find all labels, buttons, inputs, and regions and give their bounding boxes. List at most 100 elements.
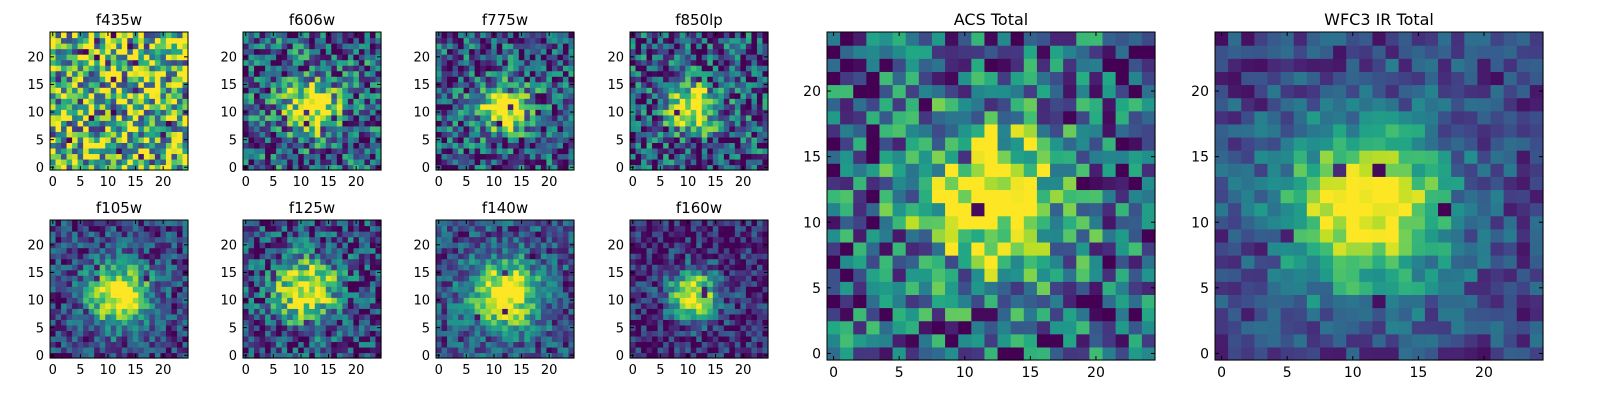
- heatmap-cell: [182, 264, 189, 271]
- heatmap-cell: [668, 109, 675, 116]
- y-tick-label: 10: [413, 294, 430, 309]
- heatmap-cell: [276, 330, 283, 337]
- heatmap-cell: [436, 231, 443, 238]
- heatmap-cell: [83, 54, 90, 61]
- y-tick-label: 10: [220, 294, 237, 309]
- heatmap-cell: [474, 125, 481, 132]
- heatmap-cell: [320, 330, 327, 337]
- heatmap-cell: [72, 247, 79, 254]
- heatmap-cell: [762, 158, 769, 166]
- axes-frame: [629, 31, 769, 171]
- heatmap-cell: [668, 48, 675, 55]
- heatmap-cell: [463, 65, 470, 72]
- heatmap-cell: [568, 142, 575, 149]
- heatmap-cell: [281, 125, 288, 132]
- heatmap-cell: [723, 54, 730, 61]
- heatmap-cell: [480, 247, 487, 254]
- heatmap-cell: [171, 158, 178, 166]
- heatmap-cell: [502, 142, 509, 149]
- heatmap-cell: [121, 236, 128, 243]
- heatmap-cell: [160, 131, 167, 138]
- heatmap-cell: [707, 59, 714, 66]
- heatmap-cell: [72, 37, 79, 44]
- heatmap-cell: [513, 103, 520, 110]
- heatmap-cell: [55, 158, 62, 166]
- heatmap-cell: [668, 147, 675, 155]
- heatmap-cell: [524, 231, 531, 238]
- heatmap-cell: [557, 335, 564, 343]
- heatmap-cell: [342, 286, 349, 293]
- heatmap-cell: [127, 286, 134, 293]
- y-tick-label: 10: [27, 106, 44, 121]
- heatmap-cell: [55, 302, 62, 309]
- heatmap-cell: [458, 286, 465, 293]
- heatmap-cell: [364, 92, 371, 99]
- heatmap-cell: [77, 131, 84, 138]
- heatmap-cell: [358, 352, 366, 359]
- heatmap-cell: [259, 308, 266, 315]
- heatmap-cell: [568, 70, 575, 77]
- heatmap-cell: [518, 291, 525, 298]
- heatmap-cell: [265, 32, 272, 39]
- heatmap-cell: [535, 286, 542, 293]
- heatmap-cell: [138, 54, 145, 61]
- heatmap-cell: [309, 313, 316, 320]
- heatmap-cell: [88, 242, 95, 249]
- heatmap-cell: [485, 114, 492, 121]
- heatmap-cell: [674, 275, 681, 282]
- heatmap-cell: [176, 65, 184, 72]
- heatmap-cell: [303, 32, 310, 39]
- heatmap-cell: [171, 220, 178, 227]
- heatmap-cell: [325, 341, 332, 348]
- heatmap-cell: [513, 352, 520, 359]
- heatmap-cell: [652, 54, 659, 61]
- heatmap-cell: [635, 286, 642, 293]
- heatmap-cell: [447, 220, 454, 227]
- heatmap-cell: [265, 352, 272, 359]
- heatmap-cell: [469, 158, 476, 166]
- heatmap-cell: [303, 324, 310, 331]
- heatmap-cell: [657, 92, 664, 99]
- heatmap-cell: [485, 65, 492, 72]
- heatmap-cell: [143, 286, 150, 293]
- heatmap-cell: [529, 346, 536, 354]
- heatmap-cell: [50, 65, 57, 72]
- heatmap-cell: [127, 87, 134, 94]
- heatmap-cell: [66, 103, 73, 110]
- heatmap-cell: [375, 43, 382, 50]
- heatmap-cell: [496, 70, 503, 77]
- heatmap-cell: [562, 43, 570, 50]
- heatmap-cell: [507, 131, 514, 138]
- heatmap-cell: [50, 280, 57, 287]
- heatmap-cell: [502, 231, 509, 238]
- heatmap-cell: [248, 87, 255, 94]
- heatmap-cell: [66, 319, 73, 326]
- heatmap-cell: [121, 92, 128, 99]
- heatmap-cell: [309, 280, 316, 287]
- heatmap-cell: [50, 330, 57, 337]
- heatmap-cell: [61, 114, 68, 121]
- heatmap-cell: [745, 313, 753, 320]
- heatmap-cell: [99, 65, 106, 72]
- heatmap-cell: [502, 313, 509, 320]
- heatmap-cell: [276, 302, 283, 309]
- heatmap-cell: [320, 231, 327, 238]
- heatmap-cell: [303, 147, 310, 155]
- heatmap-cell: [259, 247, 266, 254]
- heatmap-cell: [723, 59, 730, 66]
- heatmap-cell: [259, 346, 266, 354]
- y-tick-label: 20: [220, 239, 237, 254]
- heatmap-cell: [491, 76, 498, 83]
- heatmap-cell: [734, 109, 741, 116]
- heatmap-cell: [160, 48, 167, 55]
- heatmap-cell: [369, 330, 377, 337]
- heatmap-cell: [546, 302, 553, 309]
- heatmap-cell: [116, 59, 123, 66]
- heatmap-cell: [336, 76, 343, 83]
- heatmap-cell: [469, 291, 476, 298]
- heatmap-cell: [696, 319, 703, 326]
- heatmap-cell: [463, 313, 470, 320]
- heatmap-cell: [325, 269, 332, 276]
- heatmap-cell: [182, 37, 189, 44]
- heatmap-cell: [342, 220, 349, 227]
